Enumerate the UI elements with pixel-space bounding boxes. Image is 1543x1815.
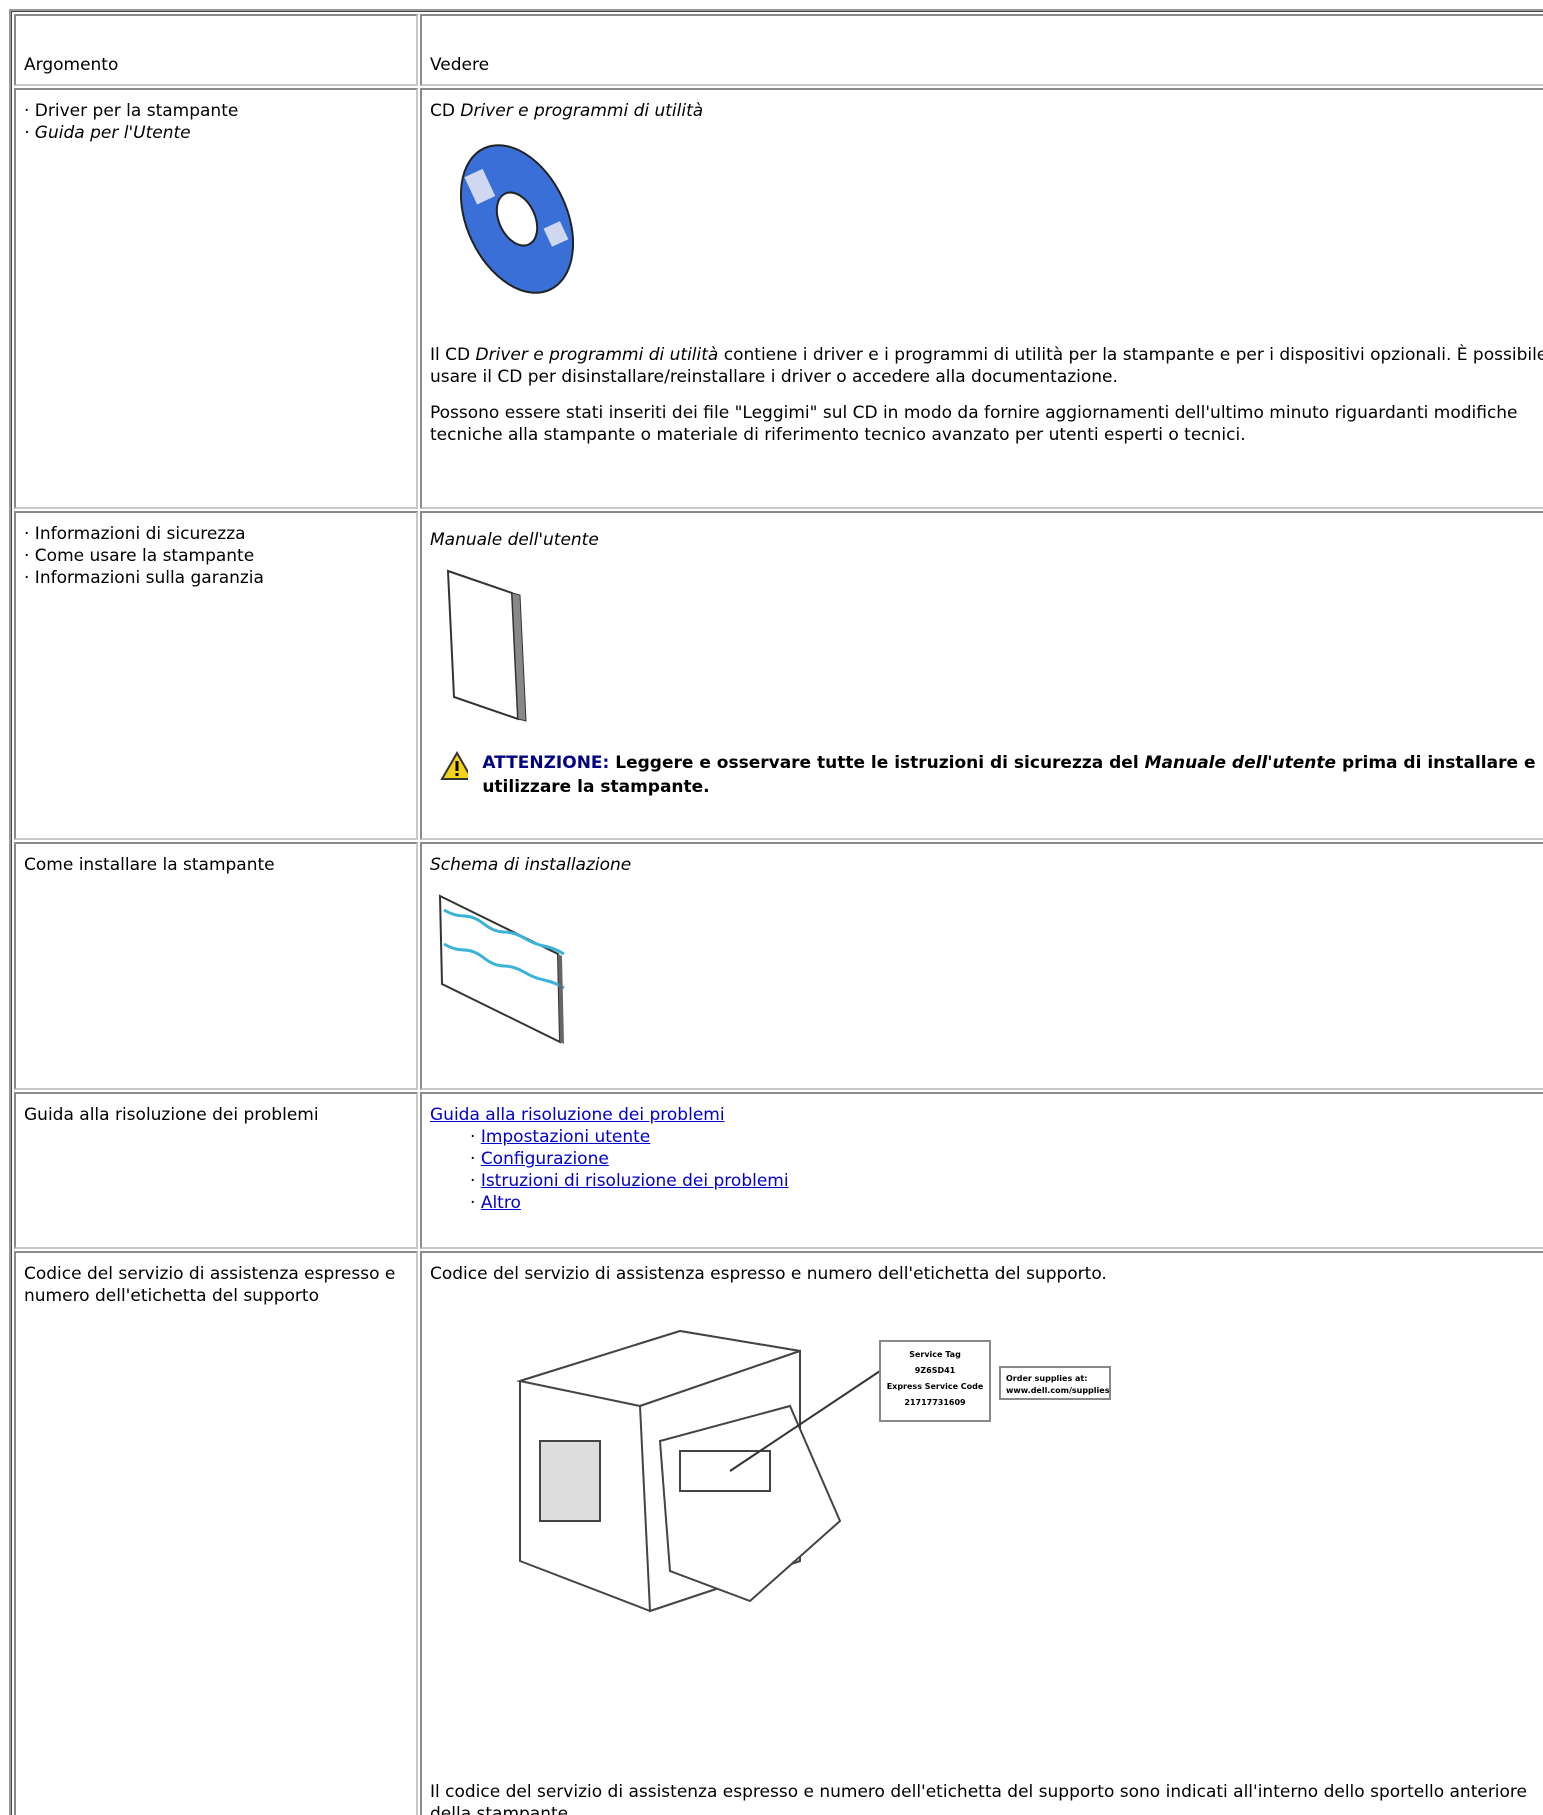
cd-icon (459, 144, 575, 294)
rect (539, 1440, 601, 1522)
path (443, 908, 565, 956)
div: Guida alla risoluzione dei problemi (430, 1104, 1543, 1126)
line (729, 1370, 881, 1472)
source: CD Driver e programmi di utilità (430, 100, 1543, 122)
source: Schema di installazione (430, 855, 632, 875)
sublink-item: · Altro (430, 1192, 1543, 1214)
rect (464, 168, 496, 205)
link[interactable]: Altro (480, 1193, 521, 1213)
link[interactable]: Guida alla risoluzione dei problemi (430, 1105, 725, 1125)
paragraph: Possono essere stati inseriti dei file "… (430, 402, 1543, 446)
polygon (658, 1404, 842, 1603)
text: Il codice del servizio di assistenza esp… (430, 1782, 1528, 1815)
text: Possono essere stati inseriti dei file "… (430, 403, 1518, 445)
polygon (440, 751, 469, 780)
row: · Driver per la stampante · Guida per l'… (14, 88, 1543, 509)
manual-icon (446, 569, 527, 722)
polygon (446, 569, 520, 721)
link[interactable]: Configurazione (480, 1149, 609, 1169)
topic-cell: · Driver per la stampante · Guida per l'… (14, 88, 418, 509)
g (459, 144, 575, 294)
bullet: · (470, 1171, 476, 1191)
header: Argomento (24, 55, 119, 75)
image-label: Service Tag (909, 1350, 961, 1359)
source: Manuale dell'utente (430, 530, 599, 550)
table-wrap: Argomento Vedere · Driver per la stampan… (9, 9, 1543, 1815)
text: prima di installare e utilizzare la stam… (482, 753, 1536, 797)
link[interactable]: Impostazioni utente (480, 1127, 651, 1147)
topic: · Informazioni di sicurezza (24, 524, 246, 544)
warning: ATTENZIONE: Leggere e osservare tutte le… (440, 751, 1543, 799)
paragraph: Il CD Driver e programmi di utilità cont… (430, 344, 1543, 388)
source-title: Driver e programmi di utilità (460, 101, 704, 121)
schema-icon (438, 894, 565, 1044)
header-cell: Argomento (14, 14, 418, 86)
image-label: Order supplies at: (1006, 1374, 1087, 1383)
row: Come installare la stampante Schema di i… (14, 842, 1543, 1090)
row: · Informazioni di sicurezza · Come usare… (14, 511, 1543, 840)
source: Codice del servizio di assistenza espres… (430, 1264, 1107, 1284)
rect (455, 773, 459, 776)
row: Guida alla risoluzione dei problemi Guid… (14, 1092, 1543, 1249)
rect (543, 221, 569, 247)
image-label: 21717731609 (904, 1398, 966, 1407)
topic-cell: Codice del servizio di assistenza espres… (14, 1251, 418, 1815)
topic: · Come usare la stampante (24, 546, 255, 566)
topic: · Guida per l'Utente (24, 123, 191, 143)
content-cell: CD Driver e programmi di utilità Il CD D… (420, 88, 1543, 509)
topic-cell: · Informazioni di sicurezza · Come usare… (14, 511, 418, 840)
text: Leggere e osservare tutte le istruzioni … (615, 753, 1139, 773)
bullet: · (470, 1193, 476, 1213)
link[interactable]: Istruzioni di risoluzione dei problemi (480, 1171, 789, 1191)
topic-cell: Guida alla risoluzione dei problemi (14, 1092, 418, 1249)
text: Il CD (430, 345, 471, 365)
image-label: www.dell.com/supplies (1006, 1386, 1110, 1395)
rect (999, 1366, 1111, 1400)
printer-image: Service Tag 9Z6SD41 Express Service Code… (516, 1329, 1111, 1613)
row: Codice del servizio di assistenza espres… (14, 1251, 1543, 1815)
g (516, 1329, 842, 1613)
polygon (438, 894, 562, 1044)
topic: · Informazioni sulla garanzia (24, 568, 264, 588)
topic-cell: Come installare la stampante (14, 842, 418, 1090)
content-cell: Codice del servizio di assistenza espres… (420, 1251, 1543, 1815)
warning-text: ATTENZIONE: Leggere e osservare tutte le… (482, 751, 1543, 799)
sublink-item: · Configurazione (430, 1148, 1543, 1170)
topic: Come installare la stampante (24, 855, 275, 875)
text: Manuale dell'utente (1144, 753, 1337, 773)
warning-icon (440, 751, 469, 780)
content-cell: Manuale dell'utente ATTENZIONE: Leggere … (420, 511, 1543, 840)
image-label: Express Service Code (887, 1382, 984, 1391)
ellipse (495, 191, 539, 247)
sublink-item: · Istruzioni di risoluzione dei problemi (430, 1170, 1543, 1192)
warning-heading: ATTENZIONE: (482, 753, 610, 773)
rect (879, 1340, 991, 1422)
path (443, 942, 565, 990)
tbody: Argomento Vedere · Driver per la stampan… (14, 14, 1543, 1815)
bullet: · (470, 1127, 476, 1147)
source-prefix: CD (430, 101, 455, 121)
text: Driver e programmi di utilità (475, 345, 719, 365)
topic: Guida alla risoluzione dei problemi (24, 1105, 319, 1125)
rect (455, 761, 459, 771)
polygon (558, 954, 564, 1044)
text: contiene i driver e i programmi di utili… (430, 345, 1543, 387)
header: Vedere (430, 55, 490, 75)
topic: · Driver per la stampante (24, 101, 239, 121)
rect (679, 1450, 771, 1492)
content-cell: Schema di installazione (420, 842, 1543, 1090)
header-row: Argomento Vedere (14, 14, 1543, 86)
header-cell: Vedere (420, 14, 1543, 86)
paragraph: Il codice del servizio di assistenza esp… (430, 1781, 1543, 1815)
image-label: 9Z6SD41 (915, 1366, 956, 1375)
sublink-item: · Impostazioni utente (430, 1126, 1543, 1148)
topic: Codice del servizio di assistenza espres… (24, 1264, 396, 1306)
info-table: Argomento Vedere · Driver per la stampan… (9, 9, 1543, 1815)
polygon (511, 592, 527, 722)
bullet: · (470, 1149, 476, 1169)
content-cell: Guida alla risoluzione dei problemi · Im… (420, 1092, 1543, 1249)
